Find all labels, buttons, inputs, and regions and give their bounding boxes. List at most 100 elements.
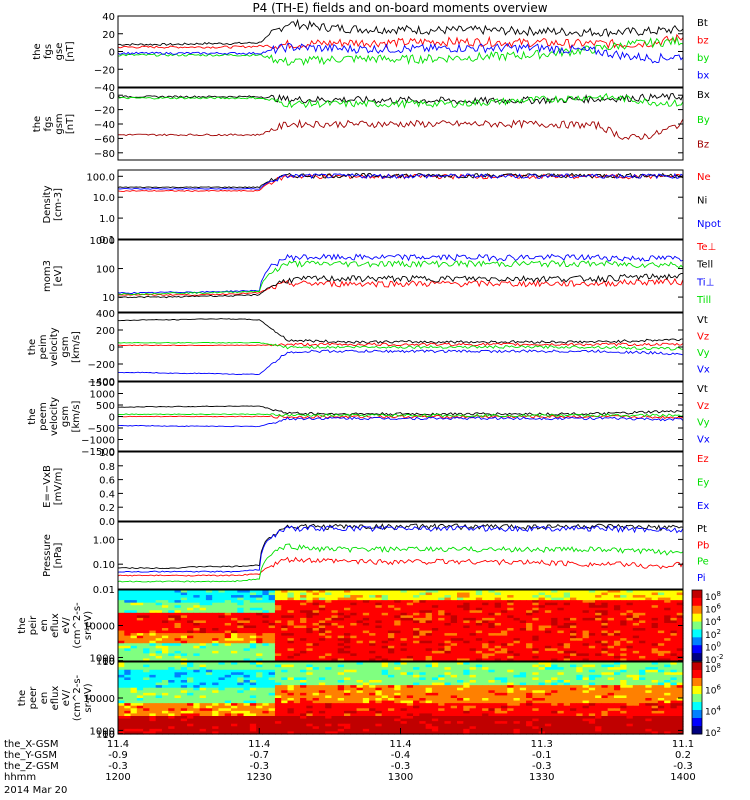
spectrogram-cell <box>369 705 376 709</box>
spectrogram-cell <box>494 633 502 637</box>
spectrogram-cell <box>237 700 245 704</box>
spectrogram-cell <box>500 635 508 639</box>
spectrogram-cell <box>444 592 452 596</box>
spectrogram-cell <box>657 705 665 709</box>
spectrogram-cell <box>488 703 496 707</box>
spectrogram-cell <box>438 630 446 634</box>
spectrogram-cell <box>375 695 383 699</box>
spectrogram-cell <box>475 710 483 715</box>
spectrogram-cell <box>262 662 270 666</box>
spectrogram-cell <box>645 658 653 662</box>
spectrogram-cell <box>130 703 138 707</box>
spectrogram-cell <box>394 630 402 634</box>
spectrogram-cell <box>124 698 132 702</box>
spectrogram-cell <box>350 695 358 699</box>
spectrogram-cell <box>438 610 446 614</box>
spectrogram-cell <box>387 620 395 624</box>
spectrogram-cell <box>161 677 169 681</box>
spectrogram-cell <box>243 650 251 654</box>
spectrogram-cell <box>369 615 376 619</box>
spectrogram-cell <box>457 708 464 712</box>
spectrogram-cell <box>582 680 590 684</box>
spectrogram-cell <box>588 669 596 673</box>
spectrogram-cell <box>350 658 358 662</box>
spectrogram-cell <box>331 633 339 637</box>
spectrogram-cell <box>457 630 464 634</box>
spectrogram-cell <box>595 718 602 722</box>
spectrogram-cell <box>149 597 157 601</box>
spectrogram-cell <box>187 716 194 720</box>
spectrogram-cell <box>532 677 540 681</box>
spectrogram-cell <box>369 703 376 707</box>
spectrogram-cell <box>582 669 590 673</box>
spectrogram-cell <box>457 645 464 649</box>
spectrogram-cell <box>387 648 395 652</box>
spectrogram-cell <box>199 680 207 684</box>
spectrogram-cell <box>595 680 602 684</box>
spectrogram-cell <box>281 674 289 679</box>
spectrogram-cell <box>256 662 263 666</box>
spectrogram-cell <box>601 650 609 654</box>
spectrogram-cell <box>406 633 414 637</box>
spectrogram-cell <box>262 695 270 699</box>
spectrogram-cell <box>325 674 333 679</box>
spectrogram-cell <box>124 592 132 596</box>
spectrogram-cell <box>293 723 301 727</box>
spectrogram-cell <box>124 622 132 627</box>
spectrogram-cell <box>362 723 370 727</box>
spectrogram-cell <box>551 625 559 629</box>
spectrogram-cell <box>293 630 301 634</box>
spectrogram-cell <box>287 721 295 725</box>
spectrogram-cell <box>149 648 157 652</box>
spectrogram-cell <box>507 674 515 679</box>
spectrogram-cell <box>262 638 270 642</box>
spectrogram-cell <box>293 662 301 666</box>
spectrogram-cell <box>563 698 571 702</box>
spectrogram-cell <box>274 595 282 599</box>
spectrogram-cell <box>620 612 628 616</box>
spectrogram-cell <box>482 685 489 689</box>
spectrogram-cell <box>124 705 132 709</box>
spectrogram-cell <box>438 680 446 684</box>
spectrogram-cell <box>155 655 163 660</box>
spectrogram-cell <box>274 640 282 644</box>
spectrogram-cell <box>387 695 395 699</box>
spectrogram-cell <box>576 645 584 649</box>
spectrogram-cell <box>256 721 263 725</box>
spectrogram-cell <box>187 664 194 668</box>
spectrogram-cell <box>482 633 489 637</box>
spectrogram-cell <box>187 628 194 632</box>
spectrogram-cell <box>626 713 634 717</box>
spectrogram-cell <box>582 655 590 660</box>
spectrogram-cell <box>155 674 163 679</box>
spectrogram-cell <box>639 592 646 596</box>
spectrogram-cell <box>199 690 207 694</box>
spectrogram-cell <box>124 664 132 668</box>
spectrogram-cell <box>362 640 370 644</box>
spectrogram-cell <box>645 650 653 654</box>
spectrogram-cell <box>500 674 508 679</box>
spectrogram-cell <box>375 669 383 673</box>
spectrogram-cell <box>300 687 307 691</box>
spectrogram-cell <box>281 590 289 594</box>
spectrogram-cell <box>651 687 659 691</box>
spectrogram-cell <box>563 718 571 722</box>
spectrogram-cell <box>601 680 609 684</box>
spectrogram-cell <box>444 682 452 686</box>
spectrogram-cell <box>588 667 596 671</box>
spectrogram-cell <box>287 602 295 606</box>
spectrogram-cell <box>513 705 521 709</box>
spectrogram-cell <box>199 710 207 715</box>
spectrogram-cell <box>168 700 176 704</box>
spectrogram-cell <box>544 633 552 637</box>
spectrogram-cell <box>180 622 188 627</box>
spectrogram-cell <box>274 620 282 624</box>
spectrogram-cell <box>438 650 446 654</box>
spectrogram-cell <box>356 721 364 725</box>
spectrogram-cell <box>205 638 213 642</box>
spectrogram-cell <box>620 622 628 627</box>
spectrogram-cell <box>149 640 157 644</box>
spectrogram-cell <box>318 667 326 671</box>
spectrogram-cell <box>331 695 339 699</box>
